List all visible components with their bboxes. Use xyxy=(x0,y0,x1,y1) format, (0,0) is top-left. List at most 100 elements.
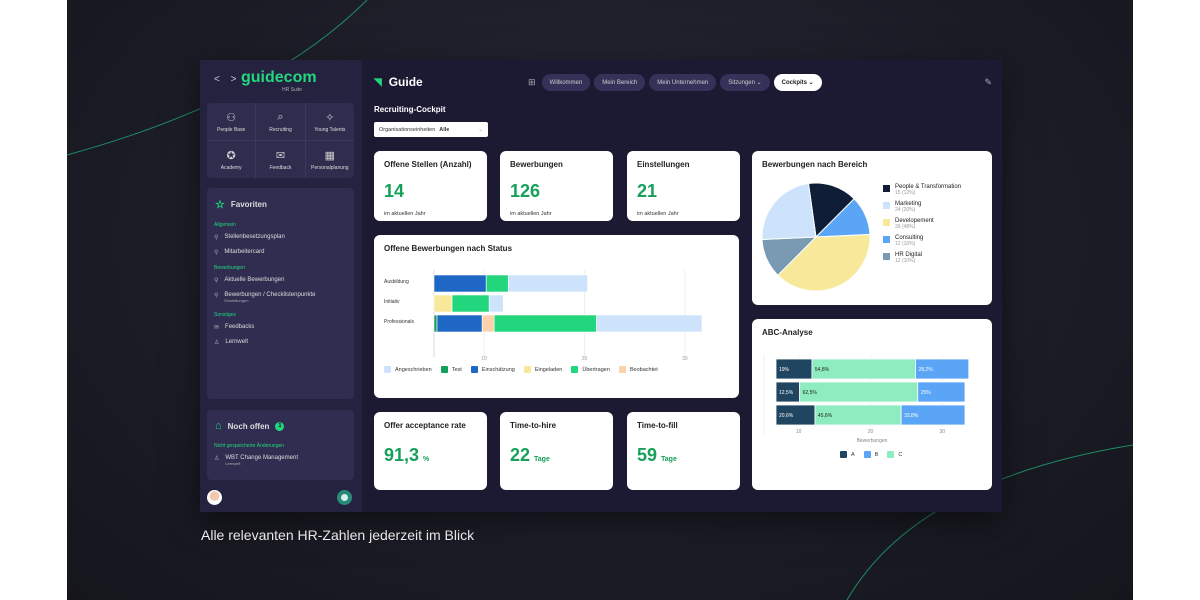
module-2[interactable]: ✧ Young Talents xyxy=(304,103,354,141)
abc-bar-B xyxy=(915,358,970,380)
legend-label: Einschätzung xyxy=(481,366,515,373)
bar-Test xyxy=(433,314,438,333)
favorite-item[interactable]: ♙ Lernwelt xyxy=(207,335,354,350)
filter-label: Organisationseinheiten xyxy=(379,126,436,133)
tab-3[interactable]: Sitzungen ⌄ xyxy=(720,74,770,91)
search-person-icon: ⚲ xyxy=(214,278,219,284)
kpi-title: Offene Stellen (Anzahl) xyxy=(384,160,472,169)
app-window: < > guidecom HR Suite ⚇ People Base ⌕ Recru… xyxy=(200,60,1002,512)
legend-label: Consulting xyxy=(895,235,924,241)
module-3[interactable]: ✪ Academy xyxy=(207,140,257,178)
kpi-value: 91,3 xyxy=(384,445,420,465)
x-tick-label: 20 xyxy=(582,356,588,362)
pie-legend-item: Developement 39 (48%) xyxy=(883,218,961,230)
favorite-label: Aktuelle Bewerbungen xyxy=(224,277,285,283)
main-content: ◥ Guide ⊞ Willkommen Mein Bereich Mein Unter… xyxy=(362,60,1002,512)
tab-1[interactable]: Mein Bereich xyxy=(594,74,646,91)
module-1[interactable]: ⌕ Recruiting xyxy=(255,103,306,141)
assistant-avatar[interactable] xyxy=(337,490,352,505)
abc-bar-label: 62,5% xyxy=(803,390,818,396)
favorite-item[interactable]: ⚲ Mitarbeitercard xyxy=(207,245,354,260)
kpi-card: Einstellungen 21 im aktuellen Jahr xyxy=(627,151,740,221)
favorite-label: Feedbacks xyxy=(225,324,255,330)
bar-Übertragen xyxy=(451,294,490,313)
favorites-title: Favoriten xyxy=(230,200,267,209)
legend-item: Übertragen xyxy=(571,366,610,373)
pie-legend-item: Marketing 24 (20%) xyxy=(883,201,961,213)
legend-item: A xyxy=(840,451,855,458)
edit-icon[interactable]: ✎ xyxy=(984,77,992,87)
tab-4[interactable]: Cockpits ⌄ xyxy=(773,74,822,91)
feedback-icon: ✉ xyxy=(275,149,286,162)
pie-chart-card: Bewerbungen nach Bereich People & Transf… xyxy=(752,151,992,305)
bar-Einschätzung xyxy=(433,274,487,293)
favorite-item[interactable]: ✉ Feedbacks xyxy=(207,320,354,335)
legend-value: 12 (10%) xyxy=(895,258,916,264)
module-grid: ⚇ People Base ⌕ Recruiting ✧ Young Talents ✪ Ac… xyxy=(207,103,354,178)
page-title: Recruiting-Cockpit xyxy=(374,105,446,114)
legend-label: Angeschrieben xyxy=(395,366,432,373)
abc-bar-label: 12,5% xyxy=(779,390,794,396)
legend-item: Eingeladen xyxy=(523,366,562,373)
open-item[interactable]: ♙ WBT Change Management Lernwelt xyxy=(207,451,354,470)
nav-arrows[interactable]: < > xyxy=(214,74,241,85)
tab-0[interactable]: Willkommen xyxy=(541,74,591,91)
favorite-item[interactable]: ⚲ Aktuelle Bewerbungen xyxy=(207,273,354,288)
org-unit-select[interactable]: Organisationseinheiten Alle ⌄ xyxy=(374,122,488,137)
page-header-title: Guide xyxy=(388,75,423,89)
kpi-card: Time-to-hire 22 Tage xyxy=(500,412,613,490)
pie-slice-Marketing xyxy=(761,182,817,241)
legend-item: Einschätzung xyxy=(470,366,515,373)
pie-legend-item: HR Digital 12 (10%) xyxy=(883,252,961,264)
open-section: Nicht gespeicherte Änderungen xyxy=(214,443,285,449)
module-label: People Base xyxy=(216,126,246,133)
abc-chart-title: ABC-Analyse xyxy=(762,328,813,337)
category-label: Ausbildung xyxy=(384,279,409,285)
bar-Beobachtet xyxy=(481,314,495,333)
module-label: Personalplanung xyxy=(311,164,349,171)
grid-icon[interactable]: ⊞ xyxy=(528,77,536,87)
legend-label: People & Transformation xyxy=(895,184,962,190)
bar-Übertragen xyxy=(485,274,509,293)
search-person-icon: ⚲ xyxy=(214,235,219,241)
open-count-badge: 1 xyxy=(275,421,285,431)
favorites-section: Allgemein xyxy=(214,222,236,228)
legend-label: B xyxy=(874,451,879,458)
pie-chart-title: Bewerbungen nach Bereich xyxy=(762,160,868,169)
kpi-value: 21 xyxy=(637,181,658,201)
favorite-label: Bewerbungen / Checklistenpunkte xyxy=(224,292,316,298)
legend-label: Übertragen xyxy=(582,366,610,373)
chevron-down-icon: ⌄ xyxy=(478,126,483,133)
module-4[interactable]: ✉ Feedback xyxy=(255,140,306,178)
abc-bar-label: 19% xyxy=(779,367,790,373)
abc-bar-label: 25% xyxy=(921,390,932,396)
module-label: Young Talents xyxy=(314,126,346,133)
nav-tabs: ⊞ Willkommen Mein Bereich Mein Unternehmen S… xyxy=(528,74,822,91)
favorite-label: Lernwelt xyxy=(225,339,249,345)
abc-bar-label: 54,8% xyxy=(815,367,830,373)
legend-label: Beobachtet xyxy=(629,366,658,373)
kpi-value: 22 xyxy=(510,445,531,465)
user-avatar[interactable] xyxy=(207,490,222,505)
legend-label: C xyxy=(898,451,903,458)
open-item-sub: Lernwelt xyxy=(225,461,241,466)
favorites-section: Bewerbungen xyxy=(214,265,245,271)
pie-legend: People & Transformation 15 (12%) Marketing… xyxy=(883,184,961,269)
star-icon: ☆ xyxy=(215,199,225,211)
legend-label: Developement xyxy=(895,218,934,224)
bar-Angeschrieben xyxy=(488,294,504,313)
category-label: Professionals xyxy=(384,319,415,325)
abc-bar-label: 33,8% xyxy=(904,413,919,419)
favorite-item[interactable]: ⚲ Bewerbungen / Checklistenpunkte Einstell… xyxy=(207,288,354,307)
x-tick-label: 10 xyxy=(481,356,487,362)
legend-value: 24 (20%) xyxy=(895,207,916,213)
kpi-unit: % xyxy=(423,456,430,463)
inbox-icon: ⌂ xyxy=(215,420,222,432)
favorite-item[interactable]: ⚲ Stellenbesetzungsplan xyxy=(207,230,354,245)
filter-value: Alle xyxy=(439,126,450,133)
kpi-card: Bewerbungen 126 im aktuellen Jahr xyxy=(500,151,613,221)
open-item-label: WBT Change Management xyxy=(225,455,298,461)
tab-2[interactable]: Mein Unternehmen xyxy=(649,74,717,91)
module-5[interactable]: ▦ Personalplanung xyxy=(304,140,354,178)
module-0[interactable]: ⚇ People Base xyxy=(207,103,257,141)
